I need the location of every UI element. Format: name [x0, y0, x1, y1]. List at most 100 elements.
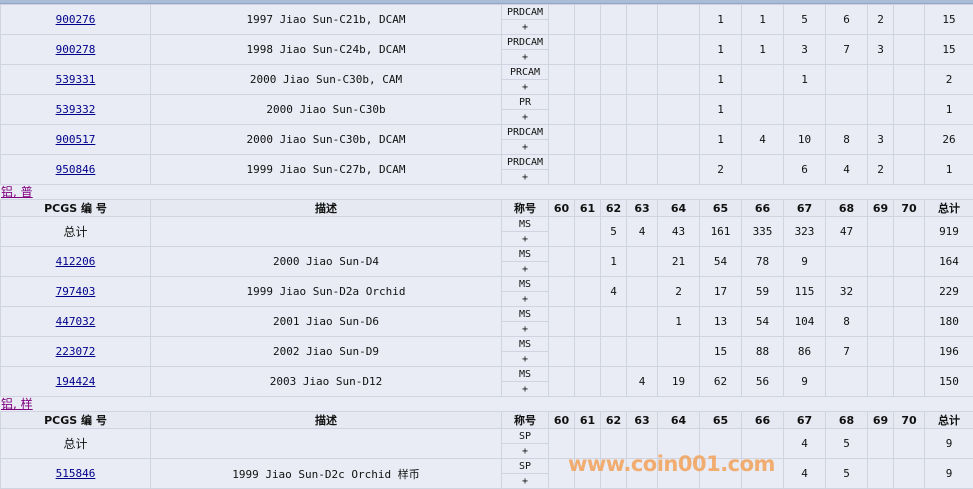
- count-cell: [575, 65, 601, 95]
- grade-cell: PRDCAM: [502, 155, 549, 170]
- count-cell: 43: [658, 217, 700, 247]
- pcgs-number-link[interactable]: 950846: [56, 163, 96, 176]
- count-cell: [868, 429, 894, 459]
- count-cell: 4: [784, 429, 826, 459]
- count-cell: [894, 337, 925, 367]
- count-cell: 196: [925, 337, 973, 367]
- description-cell: 2003 Jiao Sun-D12: [151, 367, 502, 397]
- count-cell: 919: [925, 217, 973, 247]
- pcgs-number-cell: 194424: [1, 367, 151, 397]
- column-header: 63: [627, 412, 658, 429]
- description-cell: 1999 Jiao Sun-C27b, DCAM: [151, 155, 502, 185]
- grade-cell: SP: [502, 459, 549, 474]
- count-cell: 7: [826, 337, 868, 367]
- pcgs-number-link[interactable]: 900517: [56, 133, 96, 146]
- pcgs-number-cell: 总计: [1, 429, 151, 459]
- count-cell: 2: [658, 277, 700, 307]
- count-cell: [868, 95, 894, 125]
- section-link[interactable]: 铝, 样: [1, 397, 33, 411]
- plus-grade-cell: +: [502, 80, 549, 95]
- count-cell: 1: [925, 95, 973, 125]
- count-cell: [627, 125, 658, 155]
- section-link[interactable]: 铝, 普: [1, 185, 33, 199]
- count-cell: 3: [868, 125, 894, 155]
- count-cell: [549, 5, 575, 35]
- count-cell: [627, 459, 658, 489]
- count-cell: 1: [742, 5, 784, 35]
- count-cell: 1: [784, 65, 826, 95]
- pcgs-number-link[interactable]: 797403: [56, 285, 96, 298]
- count-cell: 5: [601, 217, 627, 247]
- plus-grade-cell: +: [502, 474, 549, 489]
- count-cell: 1: [700, 65, 742, 95]
- count-cell: 54: [700, 247, 742, 277]
- count-cell: 1: [700, 5, 742, 35]
- count-cell: [894, 459, 925, 489]
- count-cell: [575, 337, 601, 367]
- count-cell: 15: [925, 5, 973, 35]
- column-header: 60: [549, 412, 575, 429]
- count-cell: 1: [925, 155, 973, 185]
- count-cell: [742, 65, 784, 95]
- count-cell: [601, 95, 627, 125]
- count-cell: [658, 459, 700, 489]
- pcgs-number-link[interactable]: 900276: [56, 13, 96, 26]
- count-cell: 6: [784, 155, 826, 185]
- pcgs-number-cell: 515846: [1, 459, 151, 489]
- pcgs-number-link[interactable]: 447032: [56, 315, 96, 328]
- count-cell: [575, 95, 601, 125]
- count-cell: [894, 277, 925, 307]
- count-cell: 180: [925, 307, 973, 337]
- count-cell: 161: [700, 217, 742, 247]
- count-cell: 9: [784, 367, 826, 397]
- count-cell: 2: [868, 155, 894, 185]
- count-cell: [575, 217, 601, 247]
- column-header: 65: [700, 200, 742, 217]
- plus-grade-cell: +: [502, 170, 549, 185]
- count-cell: [575, 5, 601, 35]
- count-cell: [784, 95, 826, 125]
- count-cell: [627, 429, 658, 459]
- plus-grade-cell: +: [502, 262, 549, 277]
- plus-grade-cell: +: [502, 292, 549, 307]
- pcgs-number-link[interactable]: 194424: [56, 375, 96, 388]
- count-cell: [868, 65, 894, 95]
- description-cell: 2000 Jiao Sun-C30b: [151, 95, 502, 125]
- count-cell: [627, 95, 658, 125]
- pcgs-number-link[interactable]: 515846: [56, 467, 96, 480]
- column-header: 69: [868, 412, 894, 429]
- grade-cell: PRDCAM: [502, 35, 549, 50]
- count-cell: [601, 35, 627, 65]
- count-cell: [549, 35, 575, 65]
- count-cell: 4: [826, 155, 868, 185]
- grade-cell: MS: [502, 337, 549, 352]
- count-cell: [658, 337, 700, 367]
- count-cell: 88: [742, 337, 784, 367]
- description-cell: 2001 Jiao Sun-D6: [151, 307, 502, 337]
- count-cell: 62: [700, 367, 742, 397]
- column-header: 70: [894, 412, 925, 429]
- count-cell: [658, 65, 700, 95]
- pcgs-number-cell: 412206: [1, 247, 151, 277]
- pcgs-number-link[interactable]: 900278: [56, 43, 96, 56]
- count-cell: [601, 337, 627, 367]
- pcgs-number-link[interactable]: 412206: [56, 255, 96, 268]
- description-cell: 2000 Jiao Sun-D4: [151, 247, 502, 277]
- count-cell: [549, 155, 575, 185]
- pcgs-number-link[interactable]: 539331: [56, 73, 96, 86]
- count-cell: [549, 247, 575, 277]
- pcgs-number-cell: 447032: [1, 307, 151, 337]
- pcgs-number-link[interactable]: 223072: [56, 345, 96, 358]
- count-cell: [627, 65, 658, 95]
- count-cell: [894, 367, 925, 397]
- count-cell: 3: [784, 35, 826, 65]
- count-cell: 6: [826, 5, 868, 35]
- count-cell: [575, 155, 601, 185]
- column-header: 称号: [502, 412, 549, 429]
- pcgs-number-link[interactable]: 539332: [56, 103, 96, 116]
